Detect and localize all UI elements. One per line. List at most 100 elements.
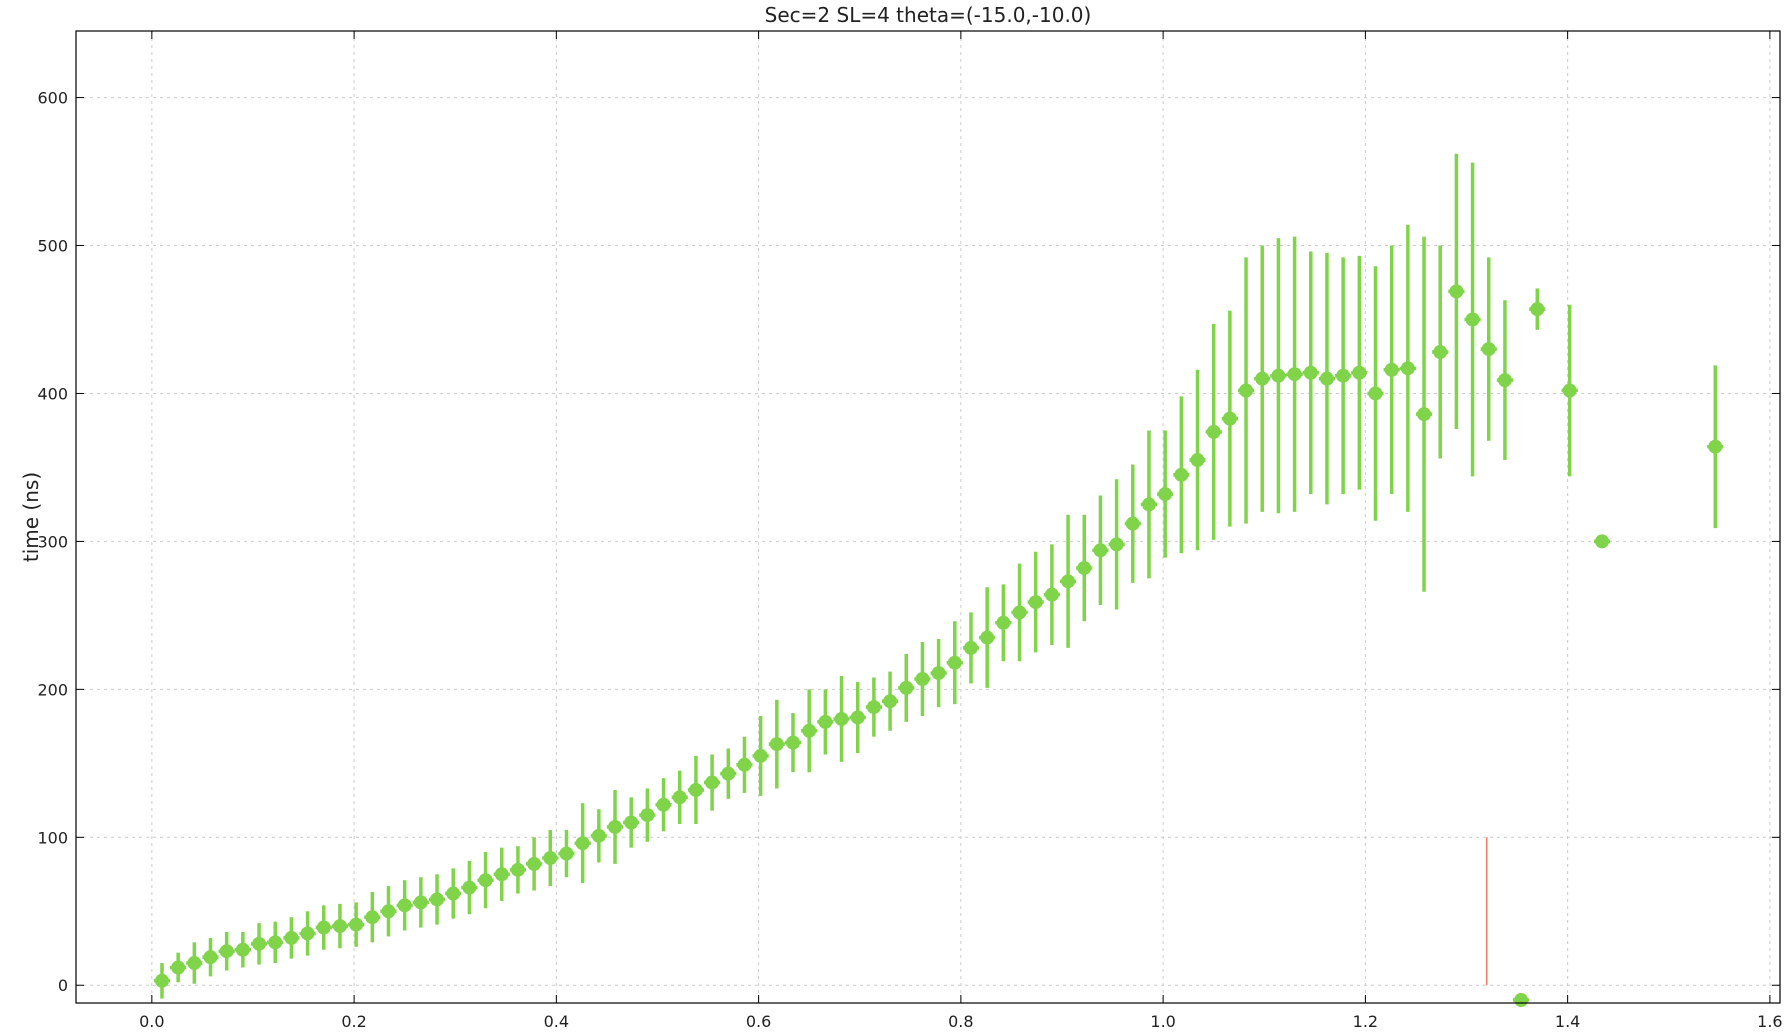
point-marker	[1336, 368, 1351, 383]
data-point	[1011, 563, 1028, 662]
point-marker	[1497, 373, 1512, 388]
point-marker	[1368, 386, 1383, 401]
point-marker	[1514, 993, 1529, 1008]
data-point	[186, 942, 203, 984]
data-point	[234, 931, 251, 968]
data-point	[1367, 266, 1384, 521]
data-point	[1464, 162, 1481, 477]
data-point	[1302, 251, 1319, 495]
data-point	[218, 931, 235, 971]
plot-frame	[75, 30, 1781, 1004]
x-tick-label: 1.2	[1353, 1012, 1378, 1031]
point-marker	[1158, 487, 1173, 502]
chart-title: Sec=2 SL=4 theta=(-15.0,-10.0)	[765, 3, 1092, 27]
data-point	[509, 846, 527, 894]
point-marker	[753, 748, 768, 763]
point-marker	[1449, 284, 1464, 299]
y-tick-label: 500	[37, 237, 68, 256]
y-tick-label: 100	[37, 828, 68, 847]
data-point	[590, 809, 607, 863]
point-marker	[883, 694, 898, 709]
point-marker	[413, 895, 428, 910]
data-point	[995, 584, 1012, 662]
point-marker	[1125, 516, 1140, 531]
x-tick-label: 0.8	[948, 1012, 973, 1031]
data-point	[267, 921, 284, 964]
data-point	[1496, 300, 1514, 461]
y-tick-label: 600	[37, 89, 68, 108]
y-tick-label: 400	[37, 384, 68, 403]
data-point	[542, 829, 559, 887]
point-marker	[1271, 368, 1286, 383]
point-marker	[187, 956, 202, 971]
point-marker	[1239, 383, 1254, 398]
data-point	[445, 868, 462, 919]
grid	[76, 31, 1780, 1003]
data-point	[801, 689, 818, 773]
x-tick-label: 1.0	[1150, 1012, 1175, 1031]
data-point	[1189, 369, 1206, 551]
data-point	[1561, 304, 1578, 477]
data-point	[736, 736, 753, 793]
point-marker	[1319, 371, 1334, 386]
data-point	[768, 699, 785, 789]
point-marker	[818, 714, 833, 729]
point-marker	[980, 630, 995, 645]
data-point	[558, 829, 575, 878]
point-marker	[1562, 383, 1577, 398]
data-point	[315, 905, 332, 950]
point-marker	[931, 666, 946, 681]
data-point	[752, 715, 769, 796]
point-marker	[640, 808, 655, 823]
data-point	[623, 797, 640, 848]
point-marker	[1287, 367, 1302, 382]
data-point	[202, 937, 219, 977]
data-point	[784, 713, 802, 773]
data-point	[493, 847, 510, 901]
point-marker	[1141, 497, 1156, 512]
point-marker	[235, 942, 250, 957]
point-marker	[834, 711, 849, 726]
data-point	[639, 788, 656, 842]
point-marker	[1044, 587, 1059, 602]
point-marker	[608, 819, 623, 834]
point-marker	[672, 790, 687, 805]
data-point	[1318, 252, 1336, 505]
data-point	[526, 837, 543, 891]
point-marker	[397, 898, 412, 913]
x-tick-label: 0.0	[139, 1012, 164, 1031]
data-point	[1059, 514, 1077, 648]
data-point	[833, 676, 850, 762]
data-point	[1140, 430, 1158, 579]
data-point	[930, 639, 947, 708]
point-marker	[591, 828, 606, 843]
data-point	[412, 877, 429, 928]
axis-ticks: 0.0 0.2 0.4 0.6 0.8 1.0 1.2 1.4 1.6 0 100 200 300 400…	[37, 31, 1783, 1031]
x-tick-label: 0.4	[544, 1012, 569, 1031]
data-point	[1529, 288, 1546, 330]
data-point	[1270, 238, 1287, 514]
point-marker	[996, 615, 1011, 630]
data-point	[1432, 245, 1449, 459]
point-marker	[171, 960, 186, 975]
point-marker	[559, 846, 574, 861]
data-point	[704, 754, 721, 811]
point-marker	[1012, 605, 1027, 620]
data-point	[1286, 236, 1303, 512]
data-point	[946, 621, 963, 705]
point-marker	[1222, 411, 1237, 426]
point-marker	[1352, 365, 1367, 380]
data-point	[1335, 257, 1352, 495]
point-marker	[494, 867, 509, 882]
x-tick-label: 0.6	[746, 1012, 771, 1031]
y-tick-label: 200	[37, 680, 68, 699]
data-point	[1448, 153, 1465, 429]
data-series-profile	[153, 153, 1724, 1008]
data-point	[331, 903, 349, 949]
data-point	[1399, 224, 1416, 512]
y-axis-label: time (ns)	[19, 472, 43, 562]
data-point	[396, 880, 413, 931]
point-marker	[769, 737, 784, 752]
point-marker	[850, 710, 865, 725]
point-marker	[510, 862, 525, 877]
